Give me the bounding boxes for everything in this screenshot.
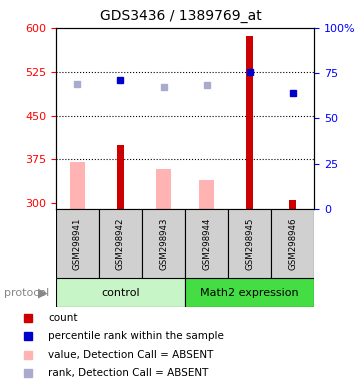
Bar <box>142 209 185 278</box>
Bar <box>289 200 296 209</box>
Text: GSM298943: GSM298943 <box>159 218 168 270</box>
Text: ▶: ▶ <box>38 286 47 299</box>
Bar <box>185 209 228 278</box>
Bar <box>56 278 185 307</box>
Text: GSM298945: GSM298945 <box>245 218 254 270</box>
Bar <box>70 162 85 209</box>
Bar <box>199 180 214 209</box>
Text: GSM298946: GSM298946 <box>288 218 297 270</box>
Text: GSM298944: GSM298944 <box>202 218 211 270</box>
Text: percentile rank within the sample: percentile rank within the sample <box>48 331 224 341</box>
Text: control: control <box>101 288 140 298</box>
Bar <box>99 209 142 278</box>
Text: Math2 expression: Math2 expression <box>200 288 299 298</box>
Text: rank, Detection Call = ABSENT: rank, Detection Call = ABSENT <box>48 368 209 378</box>
Text: count: count <box>48 313 78 323</box>
Text: protocol: protocol <box>4 288 49 298</box>
Bar <box>156 169 171 209</box>
Bar <box>228 209 271 278</box>
Bar <box>185 278 314 307</box>
Bar <box>246 36 253 209</box>
Text: value, Detection Call = ABSENT: value, Detection Call = ABSENT <box>48 350 214 360</box>
Bar <box>56 209 99 278</box>
Text: GDS3436 / 1389769_at: GDS3436 / 1389769_at <box>100 9 261 23</box>
Text: GSM298941: GSM298941 <box>73 218 82 270</box>
Bar <box>271 209 314 278</box>
Text: GSM298942: GSM298942 <box>116 218 125 270</box>
Bar <box>117 145 124 209</box>
